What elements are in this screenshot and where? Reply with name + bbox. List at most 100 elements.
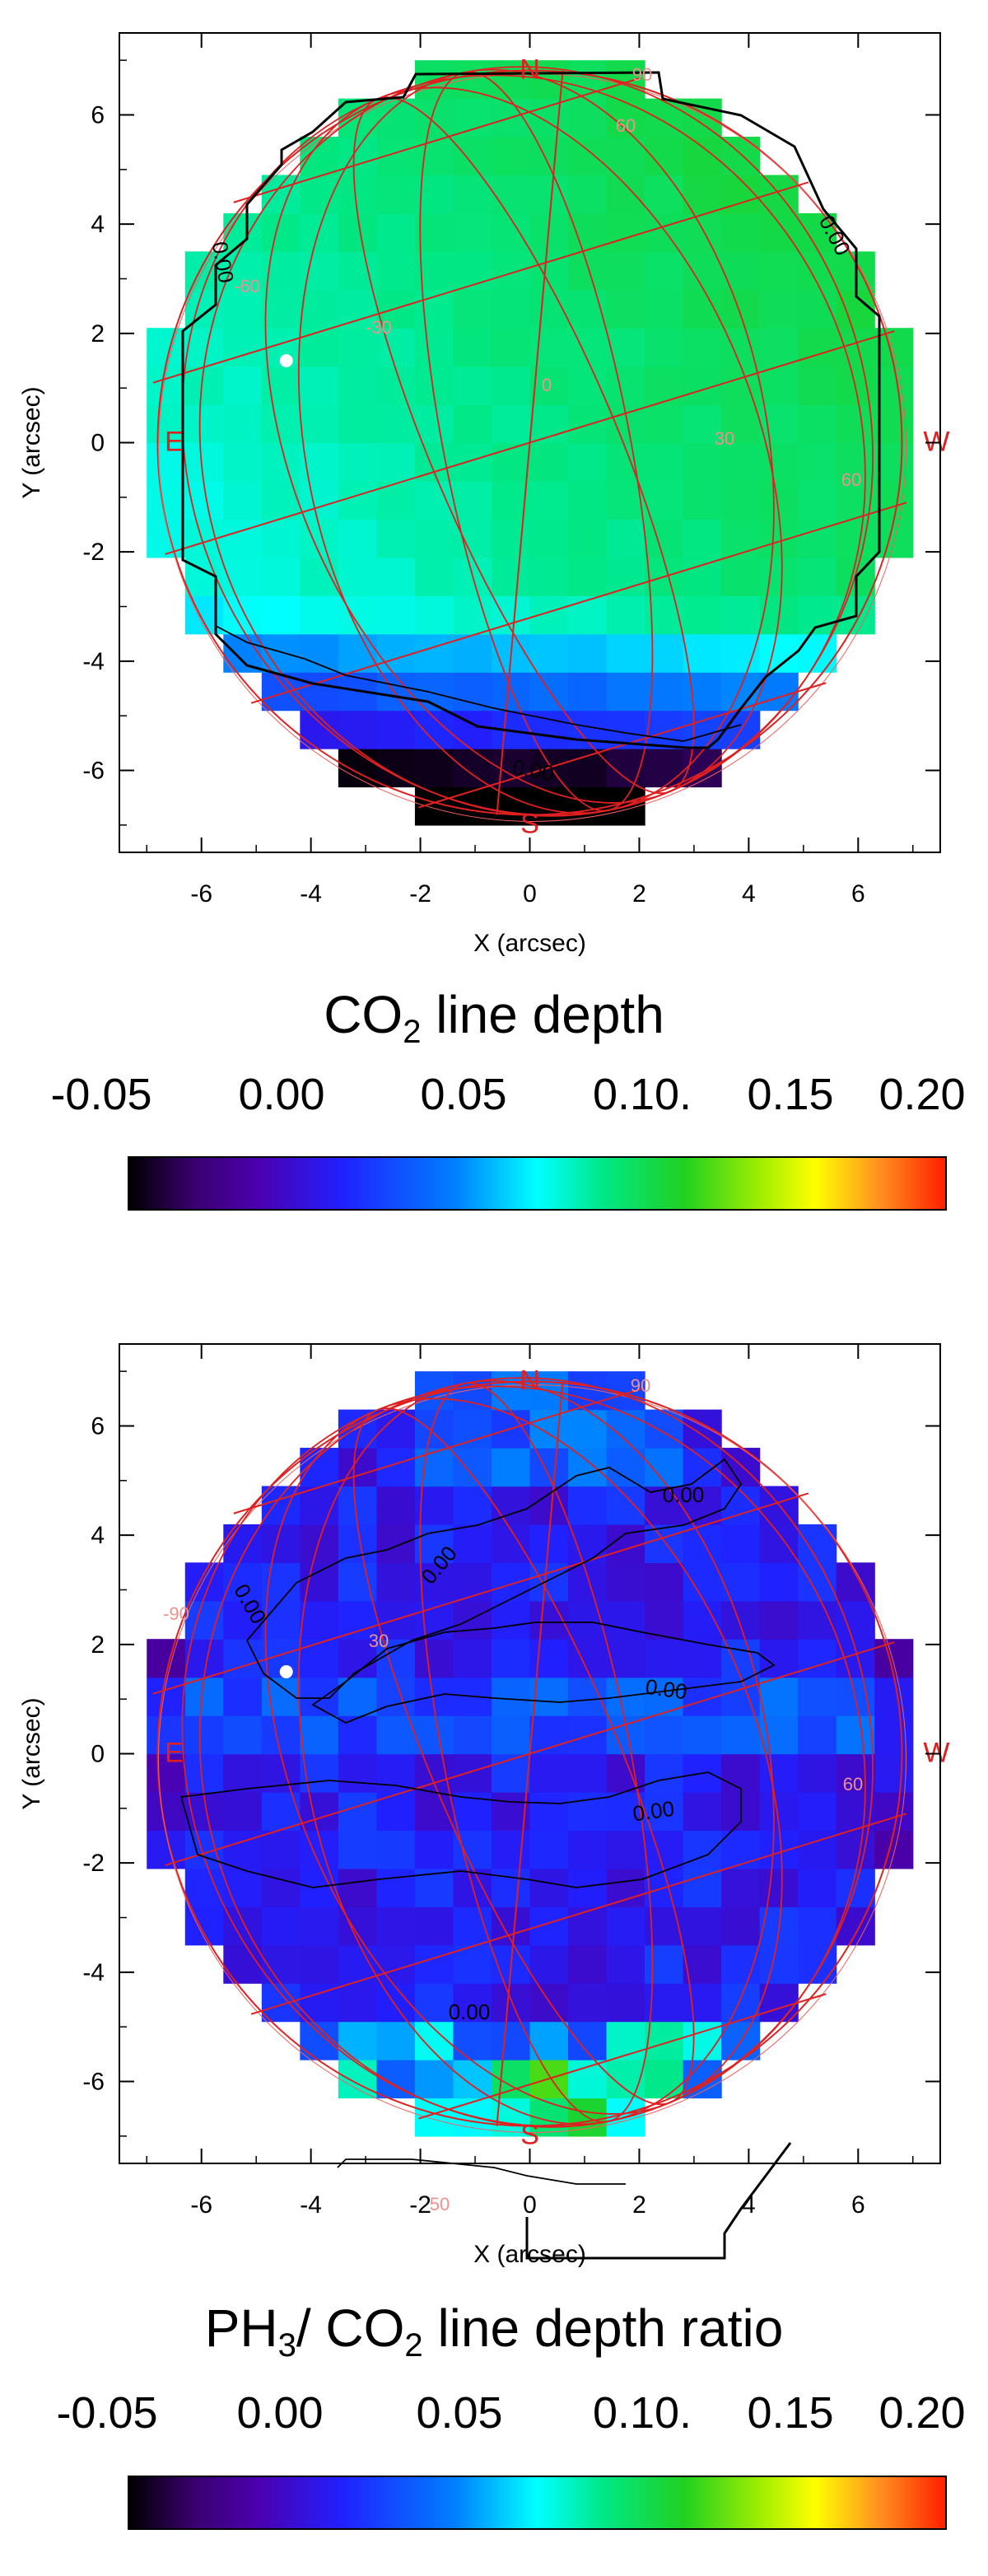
x-tick-label: -6 <box>190 880 212 908</box>
y-tick-label: 6 <box>91 1413 105 1440</box>
data-pixel <box>414 1944 454 1984</box>
cbar-tick: 0.15 <box>747 1070 834 1119</box>
data-pixel <box>376 2021 416 2060</box>
data-pixel <box>645 519 684 558</box>
contour-label: 0.00 <box>644 1674 688 1705</box>
data-pixel <box>721 519 761 558</box>
lat-label: 0 <box>542 375 552 395</box>
latitude-line <box>250 502 907 704</box>
y-tick-label: 4 <box>91 211 105 238</box>
data-pixel <box>261 404 301 444</box>
data-pixel <box>683 1448 722 1487</box>
x-tick-label: 2 <box>632 2191 646 2219</box>
data-pixel <box>376 1524 416 1564</box>
ph3-colorbar-title: PH3/ CO2 line depth ratio <box>204 2298 784 2364</box>
data-pixel <box>683 404 722 444</box>
data-pixel <box>453 748 492 788</box>
data-pixel <box>147 1791 186 1832</box>
data-pixel <box>376 1906 416 1946</box>
data-pixel <box>836 1715 875 1755</box>
data-pixel <box>606 1944 645 1984</box>
data-pixel <box>184 442 224 482</box>
data-pixel <box>836 442 875 482</box>
data-pixel <box>300 633 339 673</box>
data-pixel <box>453 1409 492 1449</box>
data-pixel <box>568 251 608 291</box>
data-pixel <box>683 289 722 329</box>
data-pixel <box>606 404 645 444</box>
data-pixel <box>874 442 914 482</box>
data-pixel <box>376 1753 416 1793</box>
data-pixel <box>529 137 569 176</box>
data-pixel <box>606 1830 645 1869</box>
data-pixel <box>683 137 722 176</box>
data-pixel <box>529 328 569 367</box>
data-pixel <box>721 442 761 482</box>
x-tick-label: -2 <box>409 2191 431 2219</box>
compass-e: E <box>165 427 184 458</box>
data-pixel <box>223 1906 263 1946</box>
data-pixel <box>645 442 684 482</box>
data-pixel <box>836 404 875 444</box>
data-pixel <box>529 1448 569 1487</box>
contour-line <box>181 71 881 749</box>
data-pixel <box>453 175 492 214</box>
data-pixel <box>529 1753 569 1793</box>
data-pixel <box>606 557 645 596</box>
data-pixel <box>414 404 454 444</box>
data-pixel <box>529 442 569 482</box>
data-pixel <box>645 251 684 291</box>
data-pixel <box>338 1830 377 1869</box>
data-pixel <box>223 1944 263 1984</box>
data-pixel <box>184 1753 224 1793</box>
data-pixel <box>491 1448 531 1487</box>
co2-colorbar-title: CO2 line depth <box>324 985 664 1050</box>
data-pixel <box>836 1600 875 1640</box>
data-pixel <box>223 519 263 558</box>
data-pixel <box>721 633 761 673</box>
data-pixel <box>683 1409 722 1449</box>
data-pixel <box>338 2059 377 2099</box>
data-pixel <box>529 519 569 558</box>
data-pixel <box>453 1983 492 2023</box>
data-pixel <box>568 98 608 138</box>
data-pixel <box>798 1868 837 1907</box>
x-tick-label: 6 <box>851 2191 865 2219</box>
data-pixel <box>759 557 799 596</box>
data-pixel <box>376 1868 416 1907</box>
data-pixel <box>529 175 569 214</box>
y-tick-label: -4 <box>82 1959 105 1986</box>
data-pixel <box>491 1600 531 1640</box>
data-pixel <box>300 328 339 367</box>
data-pixel <box>798 328 837 367</box>
data-pixel <box>798 212 837 253</box>
data-pixel <box>721 251 761 291</box>
data-pixel <box>223 442 263 482</box>
data-pixel <box>491 2021 531 2060</box>
data-pixel <box>759 251 799 291</box>
data-pixel <box>759 519 799 558</box>
latitude-line <box>233 1388 641 1514</box>
lat-label: 30 <box>369 1631 389 1651</box>
data-pixel <box>529 480 569 520</box>
data-pixel <box>568 595 608 635</box>
data-pixel <box>721 404 761 444</box>
y-tick-label: 0 <box>91 1741 105 1768</box>
contour-label: 0.00 <box>663 1482 705 1507</box>
data-pixel <box>759 366 799 405</box>
data-pixel <box>453 1448 492 1487</box>
data-pixel <box>338 404 377 444</box>
data-pixel <box>453 328 492 367</box>
data-pixel <box>836 1562 875 1602</box>
data-pixel <box>645 328 684 367</box>
data-pixel <box>606 2021 645 2060</box>
data-pixel <box>798 404 837 444</box>
data-pixel <box>184 1868 224 1907</box>
data-pixel <box>759 404 799 444</box>
data-pixel <box>568 1753 608 1793</box>
data-pixel <box>491 404 531 444</box>
data-pixel <box>874 1677 914 1716</box>
data-pixel <box>645 289 684 329</box>
data-pixel <box>338 519 377 558</box>
data-pixel <box>300 289 339 329</box>
